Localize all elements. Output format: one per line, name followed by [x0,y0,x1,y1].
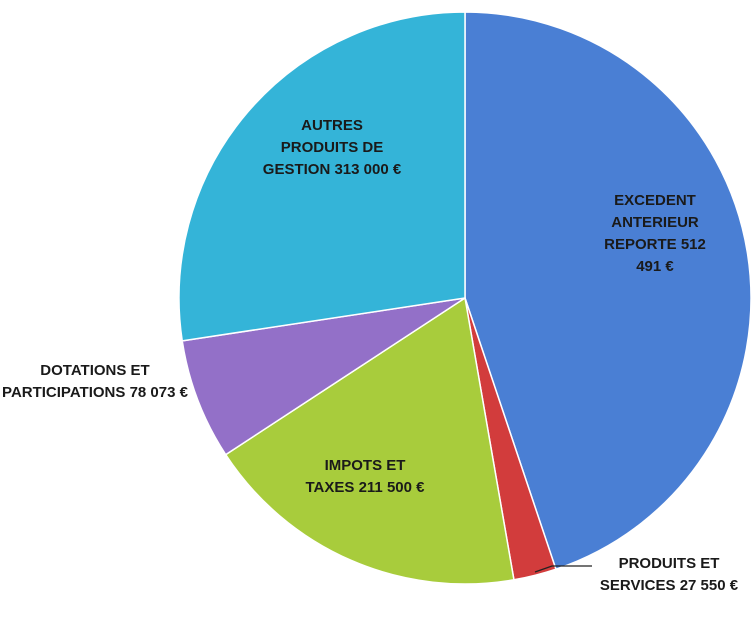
category-label: IMPOTS ET TAXES [305,457,406,496]
data-label: DOTATIONS ET PARTICIPATIONS 78 073 € [0,360,190,404]
pie-slice [224,296,515,585]
category-label: AUTRES PRODUITS DE GESTION [262,117,384,178]
value-label: 313 000 € [334,161,402,178]
data-label: EXCEDENT ANTERIEUR REPORTE 512 491 € [590,190,720,278]
leader-line [534,565,592,573]
value-label: 211 500 € [358,479,425,496]
category-label: PRODUITS ET SERVICES [599,555,720,594]
data-label: IMPOTS ET TAXES 211 500 € [300,455,430,499]
data-label: PRODUITS ET SERVICES 27 550 € [585,553,753,597]
category-label: DOTATIONS ET PARTICIPATIONS [2,362,150,401]
value-label: 512 491 € [636,236,706,275]
data-label: AUTRES PRODUITS DE GESTION 313 000 € [262,115,402,181]
pie-slice [464,11,752,571]
category-label: EXCEDENT ANTERIEUR REPORTE [604,192,699,253]
pie-slice [178,11,466,342]
value-label: 78 073 € [129,384,188,401]
pie-slice [181,297,466,456]
value-label: 27 550 € [679,577,739,594]
